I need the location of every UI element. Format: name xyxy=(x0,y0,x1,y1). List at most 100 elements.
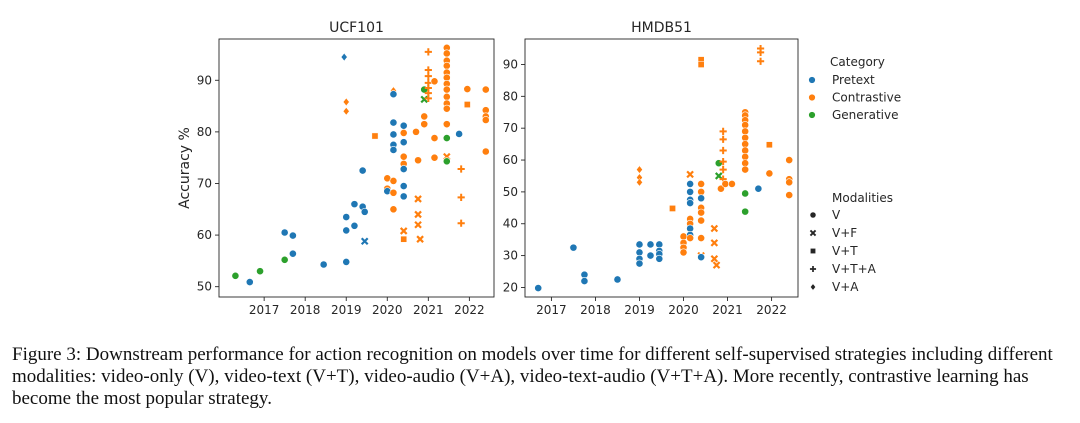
data-point xyxy=(442,134,451,142)
data-point xyxy=(420,120,429,129)
data-point xyxy=(697,253,706,262)
legend-category-title: Category xyxy=(830,55,885,69)
data-point xyxy=(580,277,589,285)
data-point xyxy=(697,208,706,217)
data-point xyxy=(442,61,451,70)
data-point xyxy=(714,172,723,180)
data-point xyxy=(414,210,422,219)
data-point xyxy=(360,237,369,246)
legend-categories: Pretext Contrastive Generative xyxy=(808,73,901,122)
data-point xyxy=(399,121,408,130)
y-tick-label: 40 xyxy=(503,217,518,231)
figure-caption: Figure 3: Downstream performance for act… xyxy=(12,344,1053,409)
data-point xyxy=(457,193,465,202)
y-tick-label: 50 xyxy=(197,280,212,294)
data-point xyxy=(719,158,727,166)
data-point xyxy=(420,112,429,121)
x-tick-label: 2021 xyxy=(712,303,743,317)
data-point xyxy=(697,234,706,242)
x-tick-label: 2020 xyxy=(372,303,403,317)
data-point xyxy=(319,260,328,269)
data-point xyxy=(280,255,289,264)
data-point xyxy=(389,176,398,185)
data-point xyxy=(399,227,408,235)
data-point xyxy=(399,152,408,161)
data-point xyxy=(442,49,451,58)
ucf101-ticks: 2017 2018 2019 2020 2021 2022 50 60 70 80 90 xyxy=(197,73,485,317)
data-point xyxy=(430,77,439,86)
legend-modalities: V V+F V+T V+T+A V+A xyxy=(809,208,877,294)
data-point xyxy=(342,97,350,107)
legend-modalities-title: Modalities xyxy=(832,191,893,205)
data-point xyxy=(414,220,422,229)
data-point xyxy=(636,178,643,187)
data-point xyxy=(414,156,422,165)
y-tick-label: 90 xyxy=(197,73,212,87)
data-point xyxy=(686,199,695,207)
data-point xyxy=(389,90,398,99)
data-point xyxy=(655,254,664,263)
data-point xyxy=(754,184,763,193)
data-point xyxy=(442,85,451,94)
data-point xyxy=(719,146,727,155)
data-point xyxy=(245,278,254,286)
y-tick-label: 60 xyxy=(503,153,518,167)
data-point xyxy=(785,191,794,199)
data-point xyxy=(342,107,350,116)
legend-modality-label: V+F xyxy=(832,226,857,240)
legend-category-label: Contrastive xyxy=(832,91,901,105)
legend-modality-label: V+T+A xyxy=(832,262,877,276)
x-tick-label: 2019 xyxy=(331,303,362,317)
data-point xyxy=(765,169,774,178)
y-tick-label: 80 xyxy=(503,89,518,103)
data-point xyxy=(719,165,727,174)
data-point xyxy=(442,104,451,113)
legend-category-marker xyxy=(808,76,816,84)
legend-modality-marker xyxy=(809,211,817,219)
data-point xyxy=(481,116,490,124)
y-tick-label: 70 xyxy=(197,176,212,190)
data-point xyxy=(280,228,289,237)
data-point xyxy=(430,134,439,142)
x-tick-label: 2017 xyxy=(536,303,567,317)
data-point xyxy=(635,259,644,268)
data-point xyxy=(389,188,398,197)
y-tick-label: 50 xyxy=(503,185,518,199)
data-point xyxy=(399,192,408,201)
data-point xyxy=(424,94,432,102)
data-point xyxy=(710,239,719,247)
data-point xyxy=(424,48,432,56)
data-point xyxy=(569,243,578,252)
data-point xyxy=(756,57,765,65)
y-tick-label: 70 xyxy=(503,121,518,135)
data-point xyxy=(697,194,706,203)
x-tick-label: 2022 xyxy=(454,303,485,317)
data-point xyxy=(360,207,369,216)
hmdb51-marks xyxy=(534,44,794,292)
x-tick-label: 2018 xyxy=(580,303,611,317)
data-point xyxy=(412,127,420,136)
data-point xyxy=(785,178,794,187)
data-point xyxy=(463,101,471,108)
data-point xyxy=(256,267,264,276)
data-point xyxy=(481,85,490,94)
y-tick-label: 80 xyxy=(197,125,212,139)
data-point xyxy=(697,216,706,225)
data-point xyxy=(358,166,367,175)
data-point xyxy=(741,207,750,216)
data-point xyxy=(534,284,543,292)
data-point xyxy=(719,127,727,135)
data-point xyxy=(350,221,359,230)
data-point xyxy=(717,184,725,193)
legend-category-label: Pretext xyxy=(832,73,875,87)
data-point xyxy=(686,234,695,242)
data-point xyxy=(710,224,719,233)
hmdb51-ticks: 2017 2018 2019 2020 2021 2022 20 30 40 50 60 70 80 90 xyxy=(503,57,787,317)
data-point xyxy=(686,187,695,196)
ucf101-ylabel: Accuracy % xyxy=(177,127,193,209)
hmdb51-panel: HMDB51 2017 2018 2019 2020 2021 2022 20 30 40 50 6… xyxy=(503,20,799,317)
data-point xyxy=(719,135,727,143)
data-point xyxy=(712,261,721,269)
data-point xyxy=(741,189,750,198)
legend-modality-label: V xyxy=(832,208,841,222)
